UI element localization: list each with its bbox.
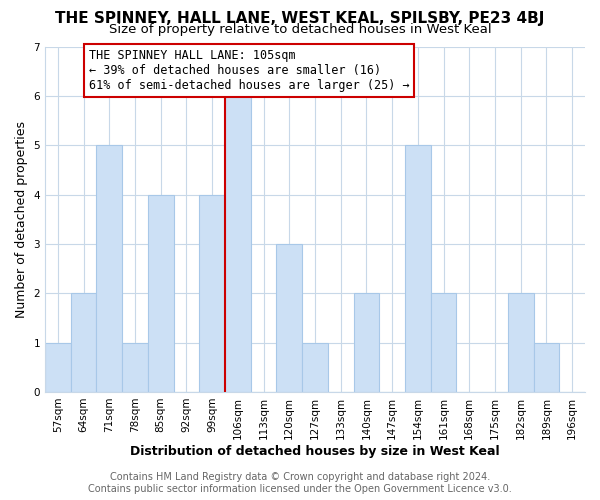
Bar (405, 145, 431, 392)
Bar (302, 342, 328, 392)
Bar (45, 342, 71, 392)
Bar (225, 96, 251, 392)
Bar (508, 294, 533, 392)
Bar (431, 294, 457, 392)
Text: Size of property relative to detached houses in West Keal: Size of property relative to detached ho… (109, 22, 491, 36)
Bar (533, 342, 559, 392)
Text: THE SPINNEY HALL LANE: 105sqm
← 39% of detached houses are smaller (16)
61% of s: THE SPINNEY HALL LANE: 105sqm ← 39% of d… (89, 49, 409, 92)
Y-axis label: Number of detached properties: Number of detached properties (15, 120, 28, 318)
Text: Contains HM Land Registry data © Crown copyright and database right 2024.
Contai: Contains HM Land Registry data © Crown c… (88, 472, 512, 494)
X-axis label: Distribution of detached houses by size in West Keal: Distribution of detached houses by size … (130, 444, 500, 458)
Bar (353, 294, 379, 392)
Bar (97, 145, 122, 392)
Bar (71, 294, 97, 392)
Bar (277, 244, 302, 392)
Bar (148, 194, 173, 392)
Text: THE SPINNEY, HALL LANE, WEST KEAL, SPILSBY, PE23 4BJ: THE SPINNEY, HALL LANE, WEST KEAL, SPILS… (55, 11, 545, 26)
Bar (122, 342, 148, 392)
Bar (199, 194, 225, 392)
